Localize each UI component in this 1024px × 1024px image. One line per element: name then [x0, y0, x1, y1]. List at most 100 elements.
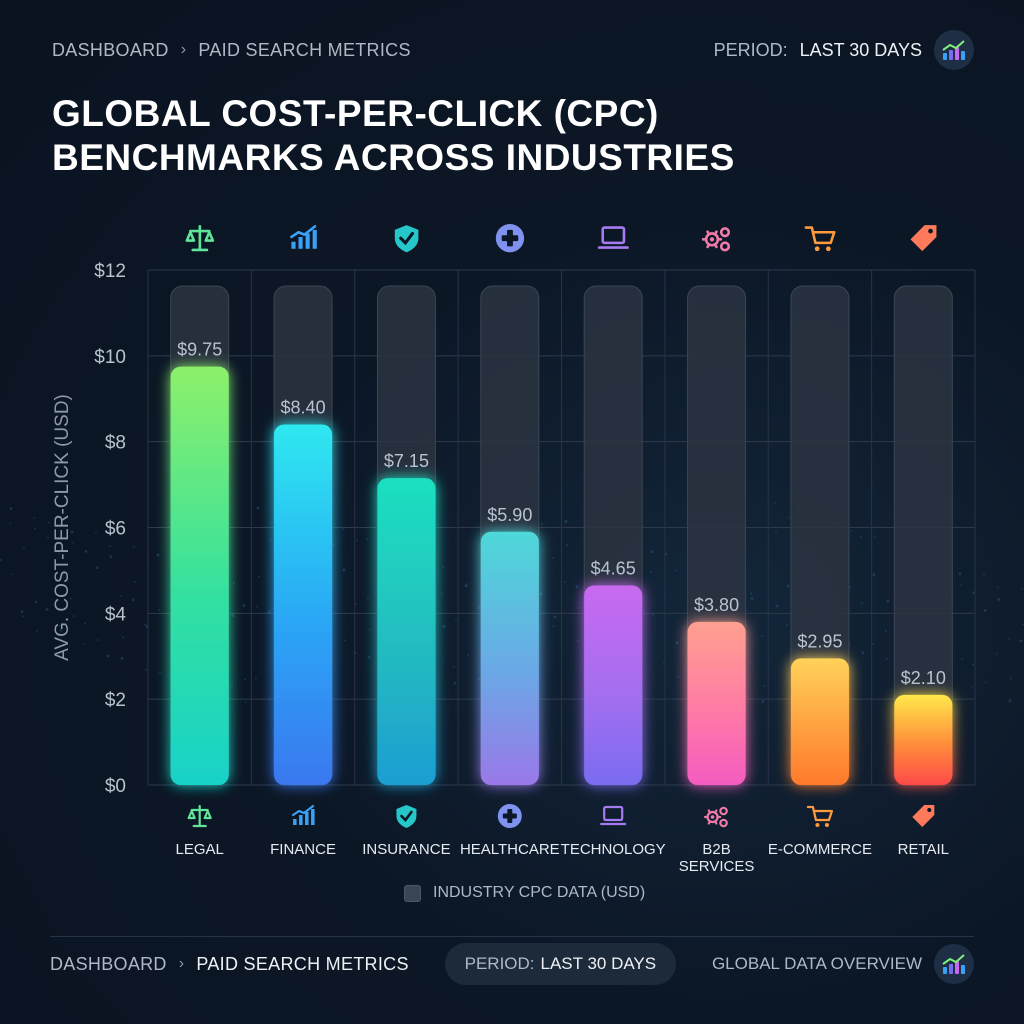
background-particle	[144, 623, 146, 626]
background-particle	[983, 573, 985, 576]
shopping-cart-icon	[806, 805, 834, 827]
breadcrumb-separator-icon: ›	[180, 41, 187, 58]
bar-b2b-services[interactable]	[687, 621, 746, 785]
background-particle	[539, 592, 543, 596]
background-particle	[983, 609, 987, 612]
x-tick-label: SERVICES	[679, 858, 755, 875]
footer-overview-label: GLOBAL DATA OVERVIEW	[711, 954, 922, 973]
data-label: $9.75	[177, 340, 222, 360]
background-particle	[650, 550, 654, 554]
background-particle	[763, 685, 765, 687]
background-particle	[256, 605, 258, 608]
background-particle	[774, 501, 776, 504]
y-tick-label: $6	[105, 519, 126, 540]
background-particle	[677, 676, 679, 678]
shield-check-icon	[396, 805, 417, 828]
background-particle	[478, 678, 480, 681]
background-particle	[270, 538, 272, 541]
background-particle	[466, 583, 468, 585]
analytics-icon[interactable]	[934, 30, 974, 70]
period-selector[interactable]: PERIOD: LAST 30 DAYS	[714, 30, 974, 70]
background-particle	[874, 536, 876, 539]
footer-bar: DASHBOARD › PAID SEARCH METRICS PERIOD: …	[50, 942, 974, 986]
background-particle	[242, 604, 246, 607]
chart-title-line-1: GLOBAL COST-PER-CLICK (CPC)	[52, 93, 659, 134]
bar-healthcare[interactable]	[480, 531, 539, 785]
x-tick-label: INSURANCE	[362, 841, 450, 858]
footer-breadcrumb-dashboard[interactable]: DASHBOARD	[50, 953, 167, 974]
data-label: $2.10	[901, 668, 946, 688]
background-particle	[539, 626, 541, 629]
footer-analytics-icon[interactable]	[934, 944, 974, 984]
x-tick-label: TECHNOLOGY	[561, 841, 666, 858]
background-particle	[23, 546, 25, 549]
breadcrumb-paid-search-metrics[interactable]: PAID SEARCH METRICS	[198, 39, 411, 60]
background-particle	[366, 538, 368, 540]
background-particle	[552, 557, 554, 559]
background-particle	[122, 636, 124, 639]
background-particle	[233, 582, 235, 584]
footer-breadcrumb: DASHBOARD › PAID SEARCH METRICS	[50, 954, 409, 975]
footer-breadcrumb-paid-search-metrics[interactable]: PAID SEARCH METRICS	[196, 953, 409, 974]
chart-title-line-2: BENCHMARKS ACROSS INDUSTRIES	[52, 136, 735, 178]
laptop-icon	[600, 805, 627, 826]
background-particle	[1008, 637, 1010, 640]
background-particle	[131, 598, 135, 602]
background-particle	[761, 635, 763, 638]
background-particle	[652, 613, 654, 616]
background-particle	[1008, 699, 1012, 703]
price-tag-icon	[910, 225, 937, 252]
background-particle	[453, 681, 457, 685]
footer-period-value: LAST 30 DAYS	[540, 954, 657, 973]
bar-technology[interactable]	[584, 585, 643, 785]
background-particle	[872, 573, 876, 577]
background-particle	[59, 628, 63, 632]
background-particle	[342, 528, 344, 531]
footer-period-pill[interactable]: PERIOD: LAST 30 DAYS	[444, 943, 677, 985]
background-particle	[0, 558, 2, 562]
x-tick-label: LEGAL	[176, 841, 224, 858]
footer-period-label: PERIOD:	[464, 954, 535, 973]
bar-insurance[interactable]	[377, 478, 436, 785]
bar-legal[interactable]	[170, 366, 229, 785]
background-particle	[369, 628, 371, 631]
y-tick-label: $12	[94, 261, 126, 282]
background-particle	[159, 671, 161, 674]
y-tick-label: $2	[105, 690, 126, 711]
gears-icon	[701, 227, 731, 252]
x-tick-label: HEALTHCARE	[460, 841, 560, 858]
background-particle	[467, 654, 469, 656]
data-label: $7.15	[384, 451, 429, 471]
background-particle	[245, 701, 247, 704]
background-particle	[750, 592, 752, 595]
bar-e-commerce[interactable]	[790, 658, 849, 785]
background-particle	[95, 532, 97, 534]
background-particle	[256, 506, 260, 510]
background-particle	[58, 552, 60, 555]
background-particle	[886, 657, 888, 660]
background-particle	[775, 531, 777, 534]
background-particle	[441, 592, 443, 595]
background-particle	[84, 622, 86, 625]
background-particle	[367, 597, 369, 600]
background-particle	[997, 586, 999, 589]
background-particle	[231, 685, 233, 687]
background-particle	[59, 625, 61, 627]
breadcrumb-dashboard[interactable]: DASHBOARD	[52, 39, 169, 60]
background-particle	[145, 669, 147, 671]
background-particle	[106, 654, 110, 658]
background-particle	[788, 516, 790, 519]
background-particle	[997, 597, 1001, 601]
background-particle	[849, 586, 851, 589]
background-particle	[108, 611, 110, 614]
background-particle	[577, 640, 579, 643]
background-particle	[861, 651, 865, 655]
background-particle	[1022, 623, 1024, 626]
bar-finance[interactable]	[274, 424, 333, 786]
y-tick-label: $8	[105, 433, 126, 454]
bar-retail[interactable]	[894, 694, 953, 785]
background-particle	[960, 584, 962, 587]
background-particle	[158, 608, 160, 611]
background-particle	[70, 597, 72, 600]
